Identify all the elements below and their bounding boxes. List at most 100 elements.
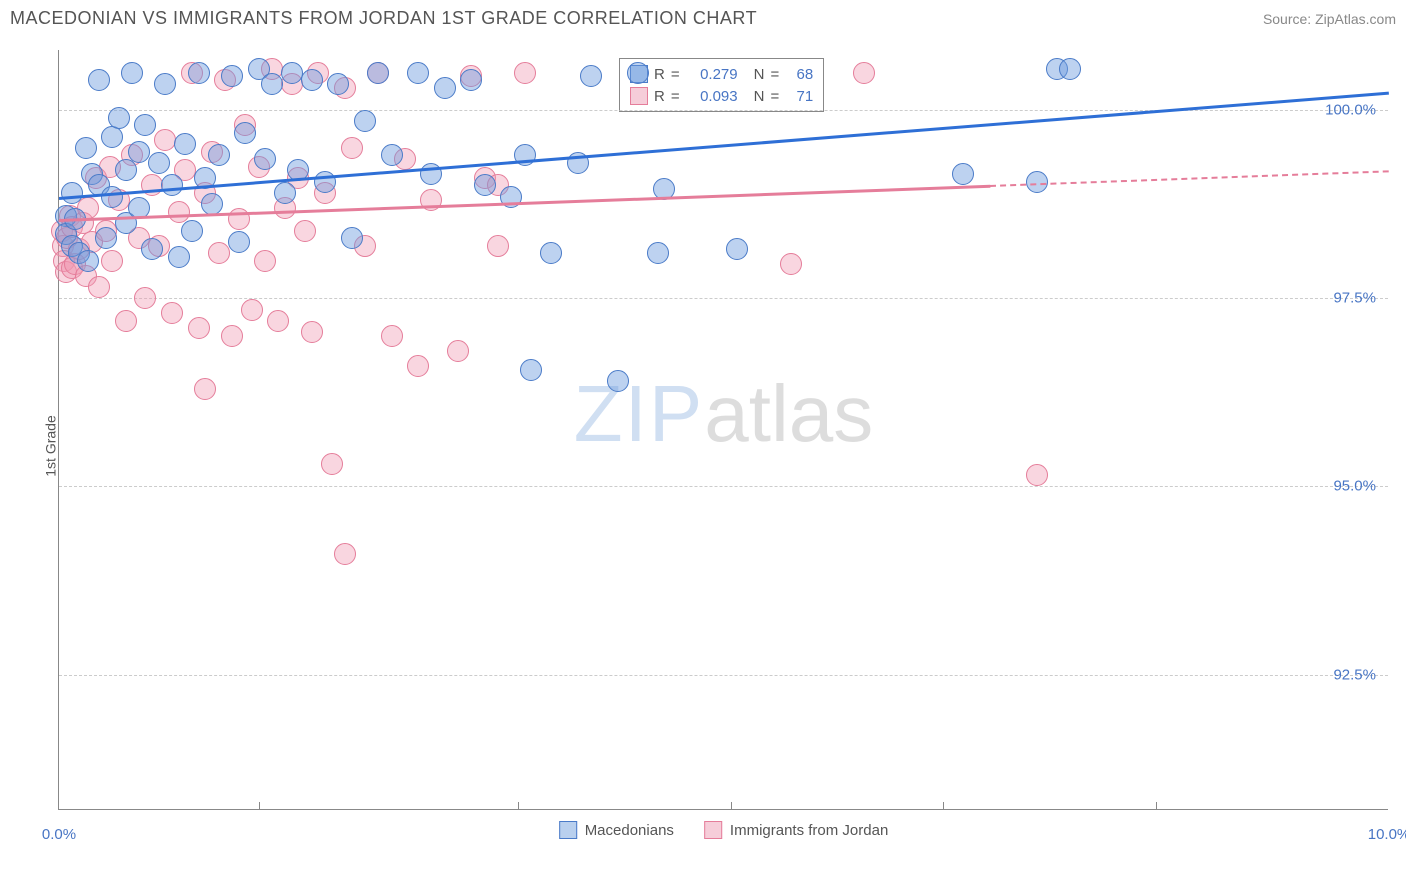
data-point	[514, 62, 536, 84]
legend-equals: =	[671, 88, 680, 105]
data-point	[261, 73, 283, 95]
data-point	[141, 238, 163, 260]
data-point	[77, 250, 99, 272]
data-point	[314, 171, 336, 193]
data-point	[254, 250, 276, 272]
data-point	[121, 62, 143, 84]
data-point	[194, 378, 216, 400]
trend-line-extrapolated	[990, 170, 1389, 187]
gridline-horizontal	[59, 486, 1388, 487]
data-point	[88, 69, 110, 91]
legend-n-value: 71	[785, 88, 813, 105]
data-point	[780, 253, 802, 275]
data-point	[627, 62, 649, 84]
data-point	[75, 137, 97, 159]
x-tick-label: 10.0%	[1368, 826, 1406, 843]
data-point	[134, 287, 156, 309]
legend-r-label: R	[654, 66, 665, 83]
data-point	[208, 242, 230, 264]
legend-r-label: R	[654, 88, 665, 105]
data-point	[115, 159, 137, 181]
data-point	[228, 231, 250, 253]
data-point	[647, 242, 669, 264]
data-point	[208, 144, 230, 166]
data-point	[168, 246, 190, 268]
legend-equals: =	[770, 88, 779, 105]
x-minor-tick	[259, 802, 260, 810]
chart-plot-area: ZIPatlas R=0.279N=68R=0.093N=71 Macedoni…	[58, 50, 1388, 810]
data-point	[101, 250, 123, 272]
data-point	[61, 182, 83, 204]
legend-swatch	[559, 821, 577, 839]
data-point	[101, 126, 123, 148]
data-point	[168, 201, 190, 223]
y-tick-label: 100.0%	[1325, 102, 1376, 119]
y-tick-label: 95.0%	[1333, 478, 1376, 495]
data-point	[474, 174, 496, 196]
data-point	[726, 238, 748, 260]
legend-n-label: N	[754, 66, 765, 83]
y-tick-label: 92.5%	[1333, 666, 1376, 683]
source-label: Source: ZipAtlas.com	[1263, 11, 1396, 27]
legend-stats-box: R=0.279N=68R=0.093N=71	[619, 58, 824, 112]
legend-swatch	[704, 821, 722, 839]
data-point	[221, 65, 243, 87]
data-point	[327, 73, 349, 95]
legend-series: Macedonians Immigrants from Jordan	[559, 821, 889, 839]
data-point	[853, 62, 875, 84]
data-point	[274, 182, 296, 204]
data-point	[580, 65, 602, 87]
x-minor-tick	[731, 802, 732, 810]
gridline-horizontal	[59, 298, 1388, 299]
data-point	[407, 355, 429, 377]
data-point	[154, 129, 176, 151]
data-point	[354, 110, 376, 132]
data-point	[520, 359, 542, 381]
x-tick-label: 0.0%	[42, 826, 76, 843]
data-point	[161, 302, 183, 324]
data-point	[241, 299, 263, 321]
data-point	[952, 163, 974, 185]
y-axis-title: 1st Grade	[43, 415, 59, 476]
legend-equals: =	[770, 66, 779, 83]
data-point	[301, 69, 323, 91]
legend-n-label: N	[754, 88, 765, 105]
data-point	[434, 77, 456, 99]
data-point	[381, 325, 403, 347]
data-point	[108, 107, 130, 129]
data-point	[447, 340, 469, 362]
data-point	[174, 133, 196, 155]
data-point	[201, 193, 223, 215]
legend-r-value: 0.093	[686, 88, 738, 105]
watermark-zip: ZIP	[574, 369, 704, 458]
data-point	[381, 144, 403, 166]
legend-series-label: Macedonians	[585, 822, 674, 839]
legend-swatch	[630, 87, 648, 105]
data-point	[487, 235, 509, 257]
data-point	[460, 69, 482, 91]
legend-equals: =	[671, 66, 680, 83]
data-point	[1026, 171, 1048, 193]
data-point	[95, 227, 117, 249]
chart-title: MACEDONIAN VS IMMIGRANTS FROM JORDAN 1ST…	[10, 8, 757, 29]
data-point	[161, 174, 183, 196]
watermark-atlas: atlas	[704, 369, 873, 458]
data-point	[134, 114, 156, 136]
legend-stats-row: R=0.279N=68	[630, 63, 813, 85]
legend-series-label: Immigrants from Jordan	[730, 822, 888, 839]
data-point	[188, 62, 210, 84]
x-minor-tick	[1156, 802, 1157, 810]
legend-r-value: 0.279	[686, 66, 738, 83]
data-point	[540, 242, 562, 264]
data-point	[407, 62, 429, 84]
data-point	[607, 370, 629, 392]
data-point	[334, 543, 356, 565]
data-point	[367, 62, 389, 84]
data-point	[1059, 58, 1081, 80]
data-point	[88, 276, 110, 298]
data-point	[148, 152, 170, 174]
data-point	[321, 453, 343, 475]
data-point	[267, 310, 289, 332]
legend-series-item: Macedonians	[559, 821, 674, 839]
data-point	[341, 137, 363, 159]
